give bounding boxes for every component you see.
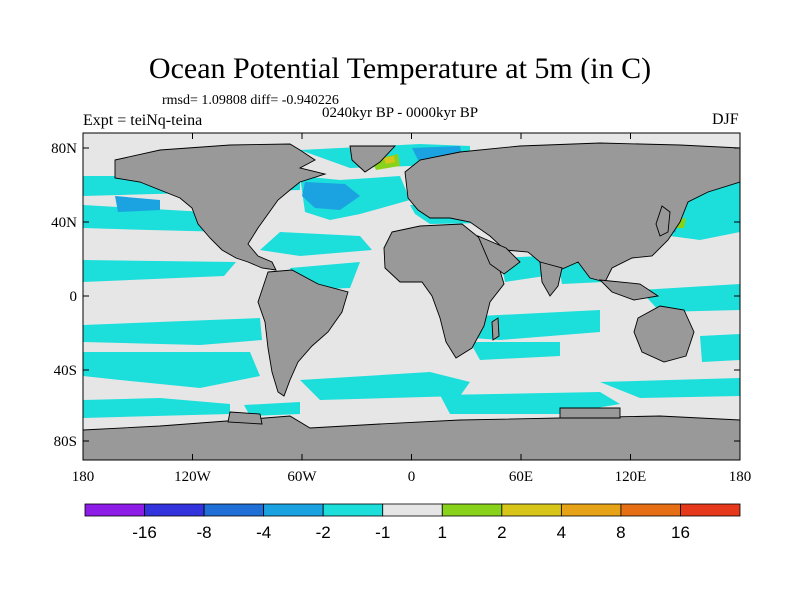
x-tick-label: 60E — [509, 469, 533, 485]
colorbar-label: 1 — [438, 523, 447, 542]
southeast-asia — [598, 279, 660, 301]
anomaly-region — [83, 398, 230, 418]
colorbar-swatch — [382, 503, 443, 517]
anomaly-region — [700, 334, 740, 362]
colorbar-swatch — [501, 503, 562, 517]
india — [539, 261, 563, 297]
x-tick-label: 120E — [615, 469, 647, 485]
colorbar-swatch — [441, 503, 503, 517]
anomaly-region — [244, 402, 300, 416]
colorbar-swatch — [680, 503, 741, 517]
anomaly-region — [640, 284, 740, 312]
anomaly-region — [83, 318, 262, 345]
anomaly-region — [115, 196, 160, 212]
axis-ticks — [82, 133, 741, 460]
y-tick-label: 80S — [54, 434, 77, 450]
colorbar-label: 4 — [557, 523, 566, 542]
x-tick-label: 180 — [729, 469, 752, 485]
period-text: 0240kyr BP - 0000kyr BP — [322, 105, 479, 121]
x-tick-label: 120W — [174, 469, 212, 485]
x-tick-label: 0 — [408, 469, 416, 485]
colorbar-label: -8 — [197, 523, 212, 542]
anomaly-region — [300, 372, 470, 400]
arabia — [477, 235, 521, 275]
colorbar-swatch — [322, 503, 384, 517]
y-tick-label: 40N — [51, 215, 77, 231]
anomaly-region — [302, 182, 360, 210]
colorbar-label: 16 — [671, 523, 690, 542]
colorbar-label: -1 — [375, 523, 390, 542]
map-plot — [83, 133, 740, 460]
anomaly-region — [83, 260, 236, 282]
colorbar-swatch — [560, 503, 622, 517]
colorbar-swatch — [84, 503, 145, 517]
colorbar-swatch — [620, 503, 681, 517]
sea-ice-patch — [559, 407, 621, 419]
y-tick-label: 0 — [70, 289, 78, 305]
y-tick-label: 80N — [51, 141, 77, 157]
axis-labels: 180 120W 60W 0 60E 120E 180 80N 40N 0 40S 80S — [51, 141, 751, 485]
colorbar-swatch — [203, 503, 265, 517]
season-label: DJF — [712, 111, 739, 128]
colorbar-label: 8 — [616, 523, 625, 542]
anomaly-region — [83, 352, 260, 388]
colorbar-swatch — [144, 503, 205, 517]
eurasia — [404, 142, 740, 283]
x-tick-label: 180 — [72, 469, 95, 485]
south-america — [257, 269, 349, 397]
colorbar-label: -4 — [256, 523, 271, 542]
north-america — [114, 143, 327, 271]
stats-text: rmsd= 1.09808 diff= -0.940226 — [162, 93, 339, 108]
colorbar-label: 2 — [497, 523, 506, 542]
colorbar-swatch — [263, 503, 324, 517]
sea-ice-patch — [227, 411, 263, 425]
anomaly-region — [600, 378, 740, 398]
experiment-label: Expt = teiNq-teina — [83, 112, 203, 129]
x-tick-label: 60W — [287, 469, 317, 485]
japan — [655, 205, 671, 237]
anomaly-region — [260, 232, 372, 256]
colorbar-label: -16 — [132, 523, 157, 542]
land-masses — [83, 142, 740, 460]
map-title: Ocean Potential Temperature at 5m (in C) — [148, 52, 652, 85]
greenland — [349, 145, 397, 173]
anomaly-region — [470, 342, 560, 360]
australia — [633, 305, 695, 363]
madagascar — [491, 317, 500, 341]
colorbar-label: -2 — [316, 523, 331, 542]
y-tick-label: 40S — [54, 363, 77, 379]
colorbar: -16 -8 -4 -2 -1 1 2 4 8 16 — [84, 503, 741, 542]
anomaly-region — [384, 156, 395, 164]
